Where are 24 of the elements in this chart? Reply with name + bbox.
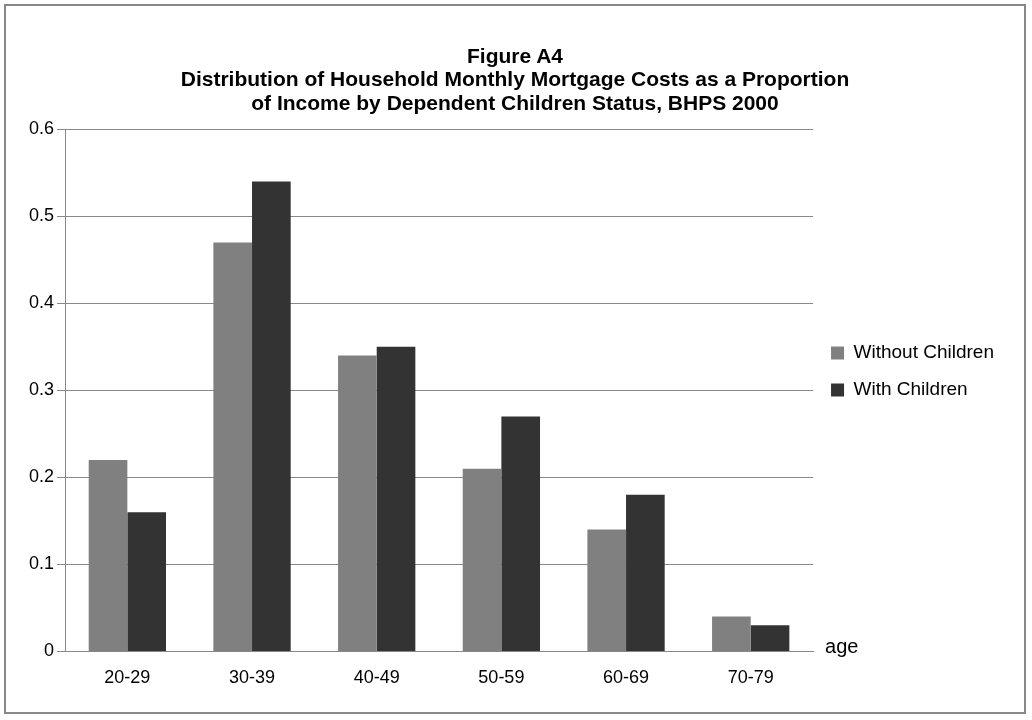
bar	[376, 346, 416, 651]
x-tick-label: 50-59	[478, 667, 525, 688]
bar	[712, 616, 751, 651]
bar	[750, 625, 790, 651]
x-tick-label: 30-39	[229, 667, 276, 688]
y-tick-label: 0.5	[28, 205, 55, 226]
y-tick-label: 0.1	[28, 553, 55, 574]
chart-title: Figure A4 Distribution of Household Monthly Mortgage Costs as a Proportion of Income by Dependent Children Status, BHPS 2000	[180, 44, 850, 114]
x-tick-label: 40-49	[353, 667, 400, 688]
x-axis-title: age	[825, 634, 859, 657]
bar	[626, 494, 665, 651]
x-tick-label: 60-69	[603, 667, 650, 688]
bar	[501, 416, 541, 651]
y-tick-label: 0.4	[28, 292, 55, 313]
y-tick-label: 0.3	[28, 379, 55, 400]
y-tick-label: 0.2	[28, 466, 55, 487]
y-tick-label: 0.6	[28, 118, 55, 139]
bar	[252, 181, 291, 651]
x-tick-label: 70-79	[727, 667, 774, 688]
y-tick-label: 0	[44, 640, 55, 661]
bar	[127, 512, 167, 651]
x-tick-label: 20-29	[104, 667, 151, 688]
legend-label: Without Children	[853, 341, 994, 363]
legend-label: With Children	[853, 378, 968, 400]
